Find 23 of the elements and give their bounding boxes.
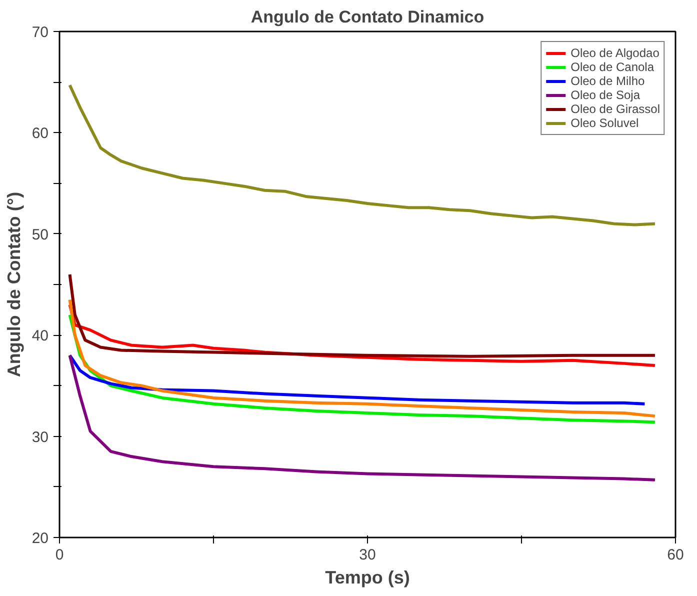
line-series xyxy=(68,354,646,406)
line-series xyxy=(68,354,656,482)
y-axis-title: Angulo de Contato (°) xyxy=(4,192,24,378)
line-series xyxy=(68,313,656,424)
legend-label: Oleo de Algodao xyxy=(570,46,660,60)
x-axis-title: Tempo (s) xyxy=(325,568,410,588)
chart-title: Angulo de Contato Dinamico xyxy=(250,8,484,26)
y-tick-label: 40 xyxy=(32,328,49,345)
line-series xyxy=(68,272,656,358)
legend-label: Oleo de Soja xyxy=(570,88,640,102)
legend-label: Oleo Soluvel xyxy=(570,116,639,130)
y-tick-label: 20 xyxy=(32,530,49,547)
y-tick-label: 70 xyxy=(32,24,49,41)
x-tick-label: 60 xyxy=(667,546,684,564)
x-tick-label: 0 xyxy=(55,546,64,564)
line-series xyxy=(68,298,656,418)
legend-label: Oleo de Milho xyxy=(570,74,645,88)
y-tick-label: 60 xyxy=(32,125,49,142)
y-tick-label: 30 xyxy=(32,428,49,446)
legend-label: Oleo de Canola xyxy=(570,60,654,74)
x-tick-label: 30 xyxy=(359,546,376,564)
y-tick-label: 50 xyxy=(32,226,49,244)
legend-label: Oleo de Girassol xyxy=(570,102,660,116)
